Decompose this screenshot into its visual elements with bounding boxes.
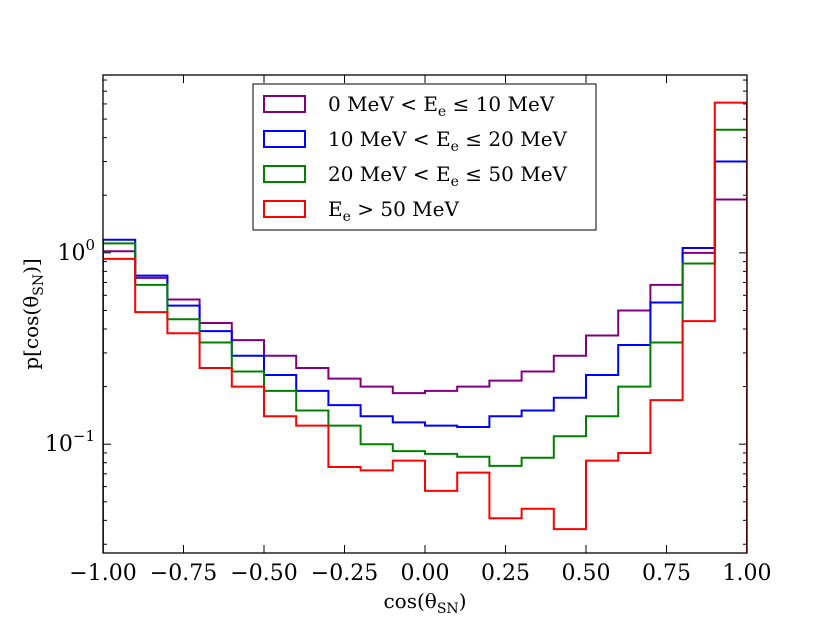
legend-box [252,83,597,231]
x-tick-label: −0.50 [230,561,297,586]
legend-label-1: 0 MeV < Ee ≤ 10 MeV [328,92,555,120]
y-axis-title: p[cos(θSN)] [19,258,47,369]
legend-swatch-1 [263,95,306,113]
series-line-4 [103,101,747,553]
x-tick-label: 1.00 [723,561,772,586]
y-tick-label: 10−1 [45,427,95,457]
legend-swatch-3 [263,165,306,183]
legend-swatch-4 [263,200,306,218]
x-tick-label: 0.00 [401,561,450,586]
legend: 0 MeV < Ee ≤ 10 MeV 10 MeV < Ee ≤ 20 MeV 2… [252,83,597,231]
x-tick-label: 0.25 [481,561,530,586]
legend-swatch-2 [263,130,306,148]
x-tick-label: −0.25 [311,561,378,586]
x-tick-label: 0.75 [642,561,691,586]
x-tick-label: −0.75 [150,561,217,586]
y-tick-label: 100 [57,236,95,266]
ticks-layer: −1.00 −0.75 −0.50 −0.25 0.00 0.25 0.50 0.75 1.00… [45,75,772,586]
legend-label-3: 20 MeV < Ee ≤ 50 MeV [328,162,568,190]
series-layer [103,101,747,553]
x-tick-label: 0.50 [562,561,611,586]
legend-label-2: 10 MeV < Ee ≤ 20 MeV [328,127,568,155]
x-axis-title: cos(θSN) [383,589,466,617]
legend-label-4: Ee > 50 MeV [328,197,460,225]
x-tick-label: −1.00 [69,561,136,586]
